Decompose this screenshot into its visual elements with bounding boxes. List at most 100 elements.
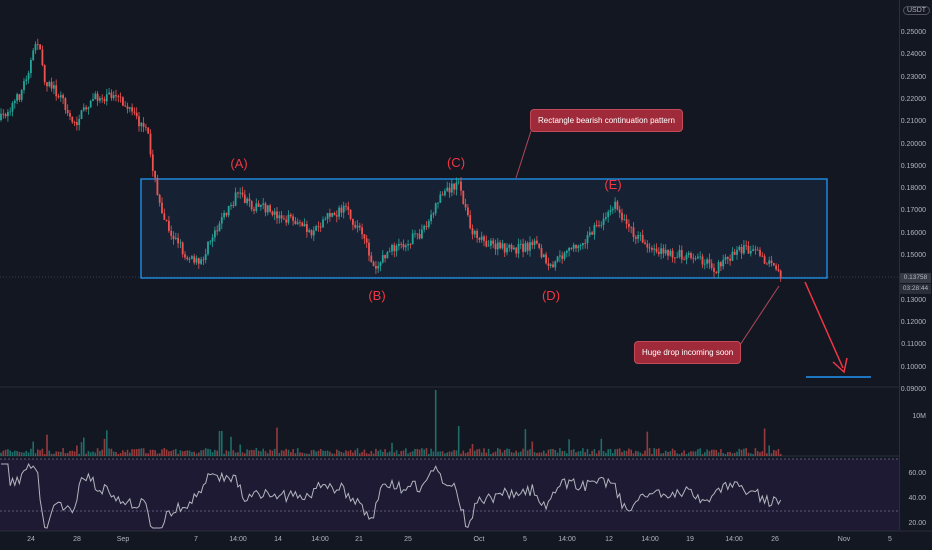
candle-body: [156, 177, 159, 195]
volume-bar: [563, 450, 566, 456]
volume-bar: [50, 453, 53, 456]
drop-callout[interactable]: Huge drop incoming soon: [634, 341, 742, 364]
candle-body: [623, 219, 626, 221]
volume-scale-label: 10M: [912, 413, 926, 420]
volume-bar: [60, 451, 62, 456]
volume-bar: [729, 451, 731, 456]
candle-body: [540, 248, 543, 258]
volume-bar: [283, 450, 285, 456]
pattern-callout[interactable]: Rectangle bearish continuation pattern: [530, 109, 683, 132]
candle-body: [207, 241, 209, 255]
candle-body: [720, 262, 722, 267]
volume-bar: [122, 450, 124, 456]
candle-body: [197, 258, 200, 264]
volume-bar: [625, 450, 628, 456]
price-tick-label: 0.15000: [900, 252, 926, 259]
candle-body: [78, 119, 81, 126]
volume-bar: [345, 450, 347, 456]
candle-body: [342, 205, 345, 213]
volume-bar: [671, 448, 674, 456]
candle-body: [485, 240, 488, 247]
volume-bar: [92, 451, 94, 456]
candle-body: [508, 245, 511, 248]
candle-body: [526, 243, 529, 251]
price-axis[interactable]: [899, 0, 932, 530]
current-price-tag: 0.13758: [900, 273, 931, 283]
volume-bar: [80, 442, 83, 456]
volume-bar: [103, 438, 106, 456]
volume-bar: [681, 452, 683, 456]
candle-body: [315, 226, 317, 231]
candle-body: [768, 260, 771, 264]
candle-body: [124, 105, 127, 107]
volume-bar: [510, 452, 513, 456]
volume-bar: [294, 453, 297, 456]
candle-body: [423, 225, 426, 230]
volume-bar: [306, 453, 308, 456]
countdown-tag: 03:28:44: [900, 284, 931, 294]
volume-bar: [375, 448, 377, 456]
volume-bars: [0, 390, 782, 456]
candle-body: [690, 253, 692, 258]
volume-bar: [16, 450, 18, 456]
candle-body: [317, 226, 320, 228]
volume-bar: [545, 453, 547, 456]
candle-body: [621, 212, 623, 220]
volume-bar: [43, 453, 46, 456]
candle-body: [432, 213, 435, 215]
volume-bar: [234, 452, 237, 456]
volume-bar: [448, 451, 451, 456]
candle-body: [372, 262, 375, 266]
volume-bar: [421, 448, 423, 456]
volume-bar: [32, 441, 34, 456]
volume-bar: [708, 451, 711, 456]
wave-b-label: (B): [368, 288, 386, 303]
candle-body: [0, 113, 2, 120]
candle-body: [101, 98, 104, 100]
candle-body: [34, 44, 37, 51]
volume-bar: [428, 453, 430, 456]
volume-bar: [211, 452, 214, 456]
volume-bar: [129, 452, 131, 456]
time-tick-label: 19: [686, 536, 694, 543]
rectangle-pattern[interactable]: [140, 178, 828, 279]
candle-body: [584, 243, 587, 244]
candle-body: [168, 220, 170, 231]
volume-bar: [290, 452, 292, 456]
volume-bar: [147, 453, 149, 456]
volume-bar: [704, 452, 706, 456]
candle-body: [395, 245, 398, 252]
price-candles: [0, 38, 782, 282]
candle-body: [73, 122, 76, 123]
volume-bar: [85, 453, 87, 456]
volume-bar: [241, 452, 244, 456]
time-tick-label: Sep: [116, 536, 130, 543]
candle-body: [736, 249, 738, 255]
candle-body: [457, 181, 460, 183]
price-tick-label: 0.18000: [900, 185, 926, 193]
volume-bar: [253, 450, 255, 456]
candle-body: [191, 256, 193, 259]
volume-bar: [181, 451, 184, 456]
candle-body: [632, 227, 635, 237]
rsi-pane: [0, 459, 899, 531]
volume-bar: [191, 451, 193, 456]
volume-bar: [363, 449, 366, 456]
candle-body: [145, 126, 147, 128]
candle-body: [434, 203, 437, 214]
candle-body: [754, 249, 757, 251]
volume-bar: [462, 450, 465, 456]
volume-bar: [57, 451, 60, 456]
candle-body: [531, 242, 534, 245]
volume-bar: [329, 451, 331, 456]
candle-body: [324, 218, 327, 220]
candle-body: [115, 95, 117, 97]
currency-badge[interactable]: USDT: [903, 6, 931, 15]
candle-body: [20, 89, 23, 100]
volume-bar: [710, 449, 713, 456]
volume-bar: [292, 449, 294, 456]
candle-body: [628, 223, 630, 227]
volume-bar: [607, 449, 609, 456]
volume-bar: [595, 453, 598, 456]
